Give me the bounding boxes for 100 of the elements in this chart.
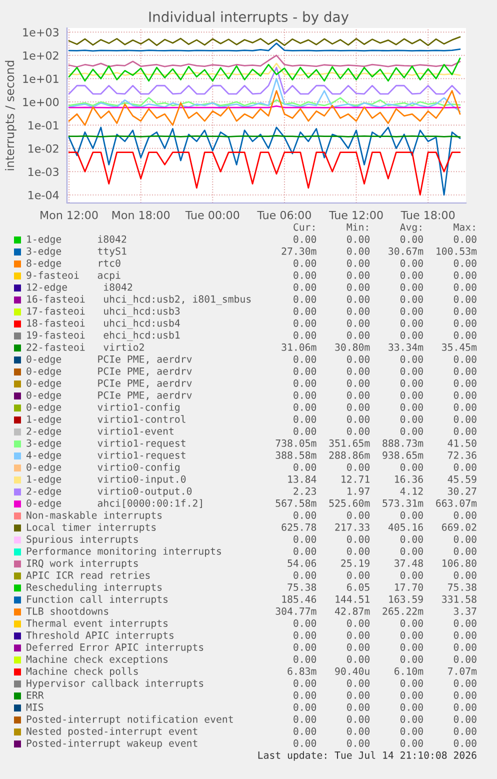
text: 388.58m 288.86m 938.65m 72.36: [276, 451, 476, 459]
x-tick-label: Tue 18:00: [400, 210, 455, 220]
text: 567.58m 525.60m 573.31m 663.07m: [276, 499, 477, 507]
text: 0.00 0.00 0.00 0.00: [294, 391, 476, 399]
legend-label: 12-edge i8042: [27, 283, 132, 293]
text: 0.00 0.00 0.00 0.00: [294, 295, 476, 303]
legend-label: 0-edge ahci[0000:00:1f.2]: [26, 499, 202, 509]
text: 13.84 12.71 16.36 45.59: [288, 475, 476, 483]
text: 27.30m 0.00 30.67m 100.53m: [282, 247, 477, 255]
legend-label: 17-fasteoi uhci_hcd:usb3: [27, 307, 180, 317]
text: 0.00 0.00 0.00 0.00: [294, 571, 476, 579]
text: 0.00 0.00 0.00 0.00: [294, 415, 476, 423]
line-series: [68, 62, 461, 76]
y-tick-label: 1e-01: [28, 121, 58, 130]
legend-label: 0-edge PCIe PME, aerdrv: [26, 367, 192, 377]
legend-label: 1-edge virtio0-input.0: [27, 475, 186, 485]
legend-label: 1-edge virtio1-control: [27, 415, 186, 425]
y-tick-label: 1e-04: [28, 190, 59, 200]
y-tick-label: 1e+03: [23, 28, 58, 36]
legend-label: 4-edge virtio1-request: [26, 451, 186, 461]
text: 0.00 0.00 0.00 0.00: [294, 703, 476, 711]
x-tick-label: Mon 18:00: [112, 210, 170, 220]
text: 0.00 0.00 0.00 0.00: [294, 463, 476, 471]
text: 0.00 0.00 0.00 0.00: [294, 655, 476, 663]
line-series: [68, 54, 461, 68]
legend-label: Non-maskable interrupts: [26, 511, 162, 521]
line-series: [68, 90, 461, 126]
legend-label: Machine check polls: [26, 667, 138, 677]
text: 0.00 0.00 0.00 0.00: [294, 511, 476, 519]
legend-label: Nested posted-interrupt event: [26, 727, 198, 737]
legend-label: 16-fasteoi uhci_hcd:usb2, i801_smbus: [27, 295, 251, 305]
legend-label: Local timer interrupts: [27, 523, 156, 533]
chart-title: Individual interrupts - by day: [149, 11, 349, 25]
y-tick-label: 1e+00: [23, 98, 59, 106]
legend-label: Performance monitoring interrupts: [26, 547, 221, 557]
legend-label: Deferred Error APIC interrupts: [26, 643, 204, 653]
line-series: [68, 66, 461, 95]
legend-label: MIS: [26, 703, 44, 711]
legend-label: Posted-interrupt notification event: [26, 715, 233, 725]
text: 0.00 0.00 0.00 0.00: [294, 427, 476, 435]
legend-label: 8-edge rtc0: [26, 259, 120, 269]
y-axis-title: interrupts / second: [5, 60, 16, 170]
legend-label: APIC ICR read retries: [26, 571, 150, 579]
legend-label: IRQ work interrupts: [26, 559, 138, 569]
text: 0.00 0.00 0.00 0.00: [294, 307, 476, 315]
legend-label: Threshold APIC interrupts: [26, 631, 174, 641]
x-tick-label: Mon 12:00: [40, 210, 98, 220]
text: Cur: Min: Avg: Max:: [294, 223, 475, 233]
text: 0.00 0.00 0.00 0.00: [294, 319, 476, 327]
legend-label: Rescheduling interrupts: [26, 583, 162, 593]
text: 738.05m 351.65m 888.73m 41.50: [276, 439, 476, 447]
legend-label: 3-edge virtio1-request: [26, 439, 186, 449]
text: 0.00 0.00 0.00 0.00: [294, 283, 476, 291]
line-series: [68, 42, 461, 52]
y-tick-label: 1e-02: [28, 144, 58, 153]
text: 2.23 1.97 4.12 30.27: [294, 487, 476, 495]
text: 0.00 0.00 0.00 0.00: [294, 547, 476, 555]
legend-label: Posted-interrupt wakeup event: [26, 739, 198, 749]
text: 625.78 217.33 405.16 669.02: [282, 523, 476, 531]
legend-label: Machine check exceptions: [26, 655, 168, 665]
text: 31.06m 30.80m 33.34m 35.45m: [282, 343, 477, 351]
line-series: [68, 78, 461, 112]
x-tick-label: Tue 00:00: [185, 210, 240, 220]
text: 75.38 6.05 17.70 75.38: [288, 583, 476, 591]
legend-label: 1-edge i8042: [27, 235, 126, 245]
legend-label: 2-edge virtio0-output.0: [26, 487, 192, 497]
legend-label: 0-edge virtio0-config: [26, 463, 180, 473]
text: 0.00 0.00 0.00 0.00: [294, 535, 476, 543]
text: 0.00 0.00 0.00 0.00: [294, 715, 476, 723]
text: 6.83m 90.40u 6.10m 7.07m: [288, 667, 477, 675]
legend-label: 22-fasteoi virtio2: [26, 343, 144, 351]
text: 0.00 0.00 0.00 0.00: [294, 619, 476, 627]
text: 0.00 0.00 0.00 0.00: [294, 259, 476, 267]
line-series: [68, 36, 461, 46]
legend-label: Hypervisor callback interrupts: [26, 679, 204, 689]
legend-label: ERR: [26, 692, 44, 699]
y-tick-label: 1e+02: [23, 51, 58, 60]
line-series: [68, 97, 461, 106]
text: 0.00 0.00 0.00 0.00: [294, 355, 476, 363]
y-tick-label: 1e-03: [28, 168, 58, 176]
text: 0.00 0.00 0.00 0.00: [294, 379, 476, 387]
legend-label: 0-edge virtio1-config: [26, 403, 180, 413]
legend-label: 2-edge virtio1-event: [26, 427, 174, 437]
text: 0.00 0.00 0.00 0.00: [294, 691, 476, 699]
legend-label: Function call interrupts: [27, 595, 168, 605]
text: 0.00 0.00 0.00 0.00: [294, 739, 476, 747]
text: 0.00 0.00 0.00 0.00: [294, 271, 476, 279]
line-series: [68, 58, 461, 82]
text: 0.00 0.00 0.00 0.00: [294, 643, 476, 651]
line-series: [68, 152, 461, 196]
text: 304.77m 42.87m 265.22m 3.37: [276, 607, 476, 615]
legend-label: 18-fasteoi uhci_hcd:usb4: [27, 319, 180, 329]
text: 54.06 25.19 37.48 106.80: [288, 559, 476, 567]
legend-label: 3-edge ttyS1: [26, 247, 126, 257]
legend-label: Spurious interrupts: [26, 535, 138, 545]
text: 0.00 0.00 0.00 0.00: [294, 367, 476, 375]
line-series: [68, 126, 461, 196]
x-tick-label: Tue 06:00: [257, 210, 311, 220]
legend-label: 0-edge PCIe PME, aerdrv: [26, 355, 192, 365]
legend-label: TLB shootdowns: [26, 607, 108, 615]
